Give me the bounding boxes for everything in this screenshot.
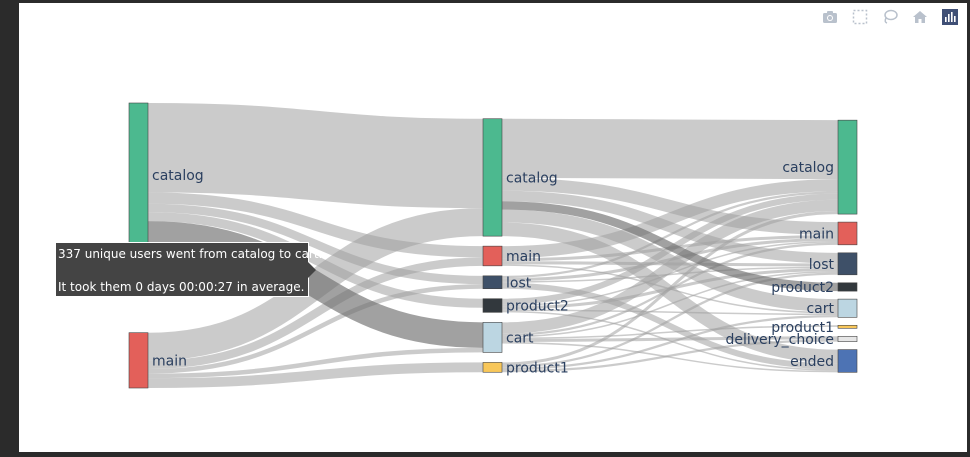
sankey-link-c1_lost-to-c2_lost[interactable] [501,266,839,283]
node-label-c2_main: main [799,226,834,242]
node-label-c2_catalog: catalog [782,160,834,176]
node-label-c2_lost: lost [809,257,835,273]
sankey-node-c1_product2[interactable] [482,298,503,313]
links-layer [147,103,839,388]
sankey-node-c0_main[interactable] [128,332,149,389]
sankey-node-c0_catalog[interactable] [128,102,149,248]
tooltip-pointer [308,262,316,278]
modebar [821,8,959,26]
sankey-chart: catalog main catalog main lost product2 cart pr… [128,102,858,389]
sankey-link-c1_main-to-c2_catalog[interactable] [501,179,839,259]
hover-tooltip: 337 unique users went from catalog to ca… [55,242,323,297]
sankey-link-c1_lost-to-c2_main[interactable] [501,237,839,282]
node-label-c2_delivery_choice: delivery_choice [725,332,834,348]
sankey-link-c1_catalog-to-c2_ended[interactable] [501,222,839,364]
sankey-link-c1_catalog-to-c2_main[interactable] [501,177,839,235]
tooltip-line-1: 337 unique users went from catalog to ca… [58,247,323,261]
home-icon[interactable] [911,8,929,26]
sankey-link-c1_catalog-to-c2_catalog[interactable] [501,118,839,180]
sankey-node-c2_cart[interactable] [837,298,858,318]
sankey-link-c0_main-to-c1_cart[interactable] [147,347,484,379]
sankey-plot-area: catalog main catalog main lost product2 cart pr… [19,3,967,452]
sankey-node-c2_main[interactable] [837,221,858,246]
node-label-c2_product2: product2 [771,280,834,296]
node-label-c0_catalog: catalog [152,168,204,184]
sankey-link-c0_catalog-to-c1_cart[interactable] [147,221,484,348]
sankey-link-c1_cart-to-c2_product1[interactable] [501,325,839,340]
sankey-link-c1_catalog-to-c2_product2[interactable] [501,201,839,292]
sankey-link-c0_catalog-to-c1_main[interactable] [147,192,484,258]
tooltip-line-2: It took them 0 days 00:00:27 in average. [58,280,305,294]
camera-icon[interactable] [821,8,839,26]
node-label-c1_main: main [506,249,541,265]
sankey-link-c0_main-to-c1_lost[interactable] [147,284,484,374]
sankey-link-c1_lost-to-c2_ended[interactable] [501,282,839,370]
sankey-link-c1_product1-to-c2_catalog[interactable] [501,211,839,366]
sankey-link-c1_product1-to-c2_delivery_choice[interactable] [501,339,839,373]
sankey-node-c1_cart[interactable] [482,322,503,353]
node-label-c2_cart: cart [806,301,834,317]
sankey-node-c1_main[interactable] [482,245,503,267]
sankey-link-c1_cart-to-c2_catalog[interactable] [501,199,839,334]
node-label-c1_cart: cart [506,330,534,346]
sankey-node-c2_ended[interactable] [837,349,858,373]
sankey-link-c1_cart-to-c2_delivery_choice[interactable] [501,336,839,343]
sankey-node-c2_product2[interactable] [837,282,858,292]
sankey-link-c1_lost-to-c2_catalog[interactable] [501,191,839,279]
node-label-c2_ended: ended [790,354,834,370]
sankey-link-c0_main-to-c1_main[interactable] [147,257,484,370]
node-label-c1_lost: lost [506,275,532,291]
node-label-c2_product1: product1 [771,320,834,336]
sankey-link-c0_catalog-to-c1_product2[interactable] [147,212,484,308]
sankey-node-c2_lost[interactable] [837,252,858,276]
sankey-link-c1_catalog-to-c2_lost[interactable] [501,190,839,264]
sankey-link-c0_catalog-to-c1_catalog[interactable] [147,103,484,209]
sankey-link-c1_product1-to-c2_lost[interactable] [501,272,839,368]
node-label-c0_main: main [152,353,187,369]
sankey-node-c1_product1[interactable] [482,362,503,373]
sankey-link-c1_cart-to-c2_lost[interactable] [501,270,839,338]
sankey-node-c1_catalog[interactable] [482,118,503,237]
nodes-layer [128,102,858,389]
labels-layer: catalog main catalog main lost product2 cart pr… [152,160,835,376]
box-select-icon[interactable] [851,8,869,26]
sankey-link-c0_main-to-c1_product1[interactable] [147,362,484,388]
sankey-link-c1_product2-to-c2_cart[interactable] [501,309,839,316]
node-label-c1_product2: product2 [506,299,569,315]
sankey-link-c1_cart-to-c2_ended[interactable] [501,342,839,373]
node-label-c1_product1: product1 [506,360,569,376]
plotly-logo-icon[interactable] [941,8,959,26]
sankey-link-c0_catalog-to-c1_lost[interactable] [147,203,484,285]
sankey-link-c1_product1-to-c2_cart[interactable] [501,315,839,371]
sankey-node-c2_delivery_choice[interactable] [837,335,858,342]
sankey-node-c1_lost[interactable] [482,275,503,290]
sankey-link-c1_product2-to-c2_ended[interactable] [501,310,839,371]
sankey-node-c2_product1[interactable] [837,324,858,329]
sankey-node-c2_catalog[interactable] [837,119,858,215]
lasso-icon[interactable] [881,8,899,26]
node-label-c1_catalog: catalog [506,170,558,186]
